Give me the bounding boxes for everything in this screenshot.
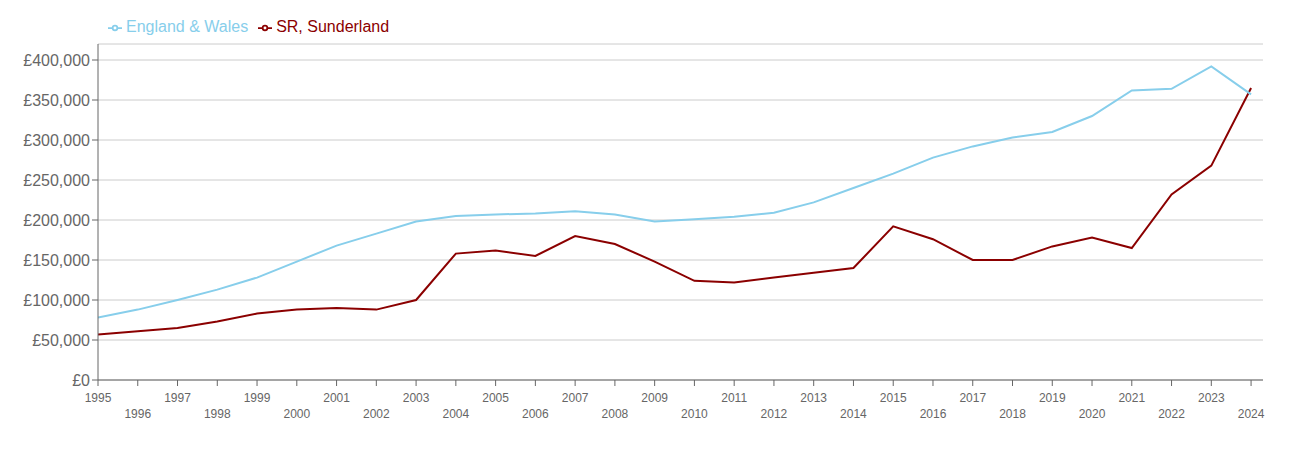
svg-text:2007: 2007 bbox=[562, 391, 589, 405]
svg-text:£250,000: £250,000 bbox=[23, 172, 90, 189]
svg-text:2019: 2019 bbox=[1039, 391, 1066, 405]
svg-text:2015: 2015 bbox=[880, 391, 907, 405]
svg-text:2004: 2004 bbox=[442, 407, 469, 421]
svg-text:2008: 2008 bbox=[602, 407, 629, 421]
svg-text:2012: 2012 bbox=[761, 407, 788, 421]
svg-text:2016: 2016 bbox=[920, 407, 947, 421]
svg-text:2022: 2022 bbox=[1158, 407, 1185, 421]
svg-text:1998: 1998 bbox=[204, 407, 231, 421]
svg-text:2018: 2018 bbox=[999, 407, 1026, 421]
svg-text:2024: 2024 bbox=[1238, 407, 1265, 421]
svg-text:£150,000: £150,000 bbox=[23, 252, 90, 269]
svg-text:£200,000: £200,000 bbox=[23, 212, 90, 229]
svg-text:2011: 2011 bbox=[721, 391, 747, 405]
svg-text:1999: 1999 bbox=[244, 391, 271, 405]
svg-text:2013: 2013 bbox=[800, 391, 827, 405]
svg-text:£50,000: £50,000 bbox=[32, 332, 90, 349]
svg-text:2010: 2010 bbox=[681, 407, 708, 421]
svg-text:£300,000: £300,000 bbox=[23, 132, 90, 149]
svg-text:2001: 2001 bbox=[323, 391, 350, 405]
svg-text:2009: 2009 bbox=[641, 391, 668, 405]
svg-text:£0: £0 bbox=[72, 372, 90, 389]
svg-text:£350,000: £350,000 bbox=[23, 92, 90, 109]
svg-text:1996: 1996 bbox=[124, 407, 151, 421]
svg-text:2002: 2002 bbox=[363, 407, 390, 421]
svg-text:2005: 2005 bbox=[482, 391, 509, 405]
svg-text:£400,000: £400,000 bbox=[23, 52, 90, 69]
svg-text:1995: 1995 bbox=[85, 391, 112, 405]
svg-text:2021: 2021 bbox=[1118, 391, 1145, 405]
svg-text:2020: 2020 bbox=[1079, 407, 1106, 421]
svg-text:2023: 2023 bbox=[1198, 391, 1225, 405]
html-text:SR, Sunderland: SR, Sunderland bbox=[276, 18, 390, 35]
svg-text:2006: 2006 bbox=[522, 407, 549, 421]
svg-text:2003: 2003 bbox=[403, 391, 430, 405]
html-text:England & Wales: England & Wales bbox=[126, 18, 249, 35]
svg-text:2014: 2014 bbox=[840, 407, 867, 421]
svg-text:2000: 2000 bbox=[283, 407, 310, 421]
svg-text:£100,000: £100,000 bbox=[23, 292, 90, 309]
svg-text:2017: 2017 bbox=[959, 391, 986, 405]
svg-text:1997: 1997 bbox=[164, 391, 191, 405]
